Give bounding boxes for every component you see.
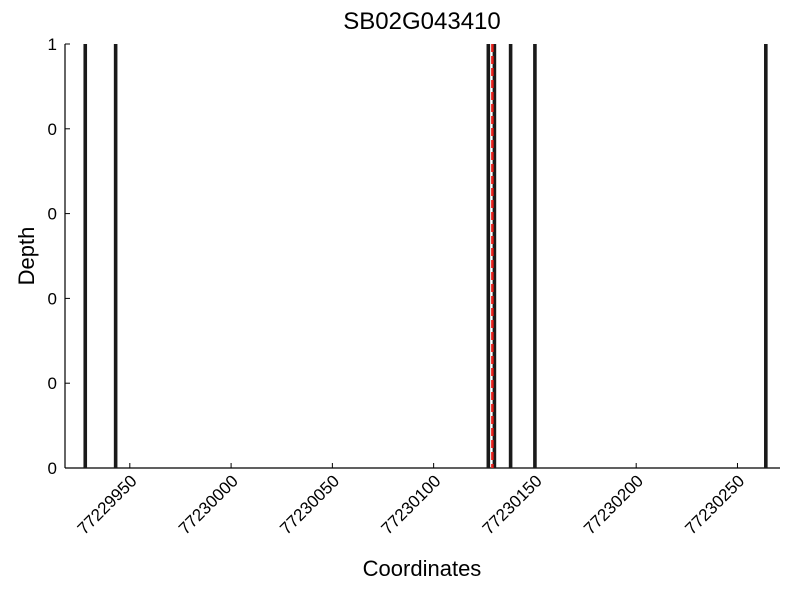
bar [492, 44, 497, 468]
x-tick-label: 77230150 [479, 471, 546, 538]
bar [508, 44, 513, 468]
y-tick-label: 0 [48, 120, 57, 139]
x-tick-label: 77230000 [175, 471, 242, 538]
bar [764, 44, 768, 468]
y-tick-label: 0 [48, 289, 57, 308]
x-axis-label: Coordinates [363, 556, 482, 581]
y-tick-label: 0 [48, 459, 57, 478]
bar [486, 44, 491, 468]
y-axis-label: Depth [14, 227, 39, 286]
x-tick-label: 77230250 [681, 471, 748, 538]
y-tick-label: 1 [48, 35, 57, 54]
bar [83, 44, 88, 468]
bar [533, 44, 537, 468]
y-tick-label: 0 [48, 374, 57, 393]
x-tick-label: 77230050 [276, 471, 343, 538]
x-tick-label: 77230100 [378, 471, 445, 538]
y-tick-label: 0 [48, 205, 57, 224]
chart-title: SB02G043410 [343, 8, 500, 35]
x-tick-label: 77230200 [580, 471, 647, 538]
x-tick-label: 77229950 [74, 471, 141, 538]
bar [113, 44, 118, 468]
